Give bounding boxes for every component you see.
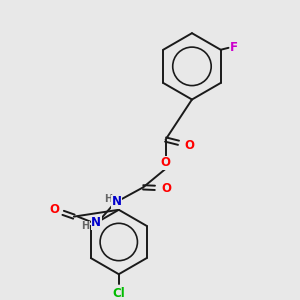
Text: F: F	[230, 41, 238, 54]
Text: Cl: Cl	[112, 287, 125, 300]
Text: O: O	[160, 157, 171, 169]
Text: H: H	[104, 194, 112, 204]
Text: H: H	[82, 221, 90, 231]
Text: O: O	[184, 139, 194, 152]
Text: O: O	[50, 203, 59, 216]
Text: N: N	[91, 216, 101, 229]
Text: N: N	[112, 196, 122, 208]
Text: O: O	[162, 182, 172, 195]
